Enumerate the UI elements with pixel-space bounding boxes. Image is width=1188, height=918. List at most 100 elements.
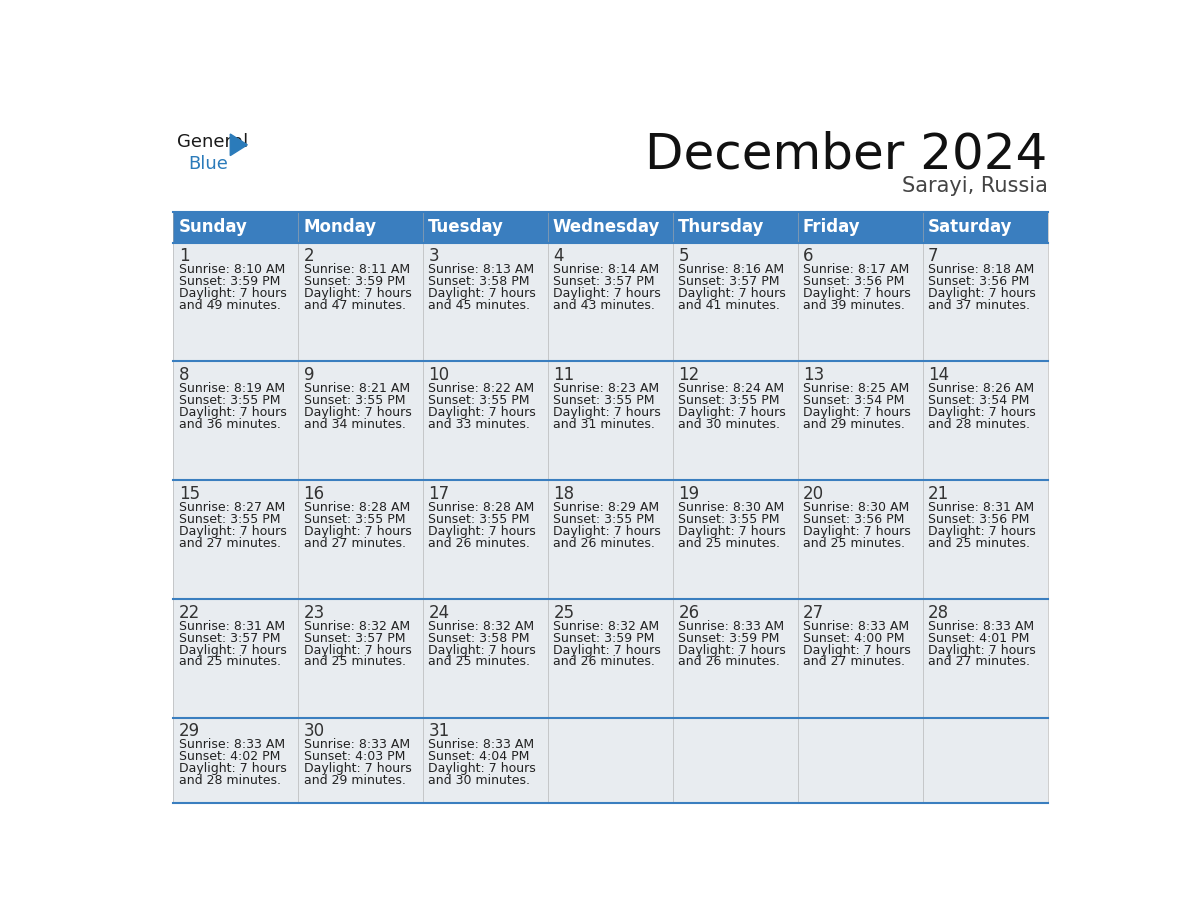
Text: Sunrise: 8:30 AM: Sunrise: 8:30 AM xyxy=(678,501,784,514)
Text: Sunrise: 8:33 AM: Sunrise: 8:33 AM xyxy=(928,620,1035,633)
Text: and 25 minutes.: and 25 minutes. xyxy=(928,537,1030,550)
Text: Daylight: 7 hours: Daylight: 7 hours xyxy=(928,287,1036,300)
Text: and 30 minutes.: and 30 minutes. xyxy=(678,418,781,431)
Text: 22: 22 xyxy=(178,603,200,621)
Bar xyxy=(423,212,548,242)
Text: Friday: Friday xyxy=(803,218,860,236)
Text: Sunset: 3:55 PM: Sunset: 3:55 PM xyxy=(429,513,530,526)
Text: and 25 minutes.: and 25 minutes. xyxy=(803,537,905,550)
Bar xyxy=(173,599,298,718)
Bar xyxy=(298,242,423,362)
Text: Sunset: 3:54 PM: Sunset: 3:54 PM xyxy=(928,394,1030,407)
Text: 27: 27 xyxy=(803,603,824,621)
Text: Sunset: 3:57 PM: Sunset: 3:57 PM xyxy=(304,632,405,644)
Text: Daylight: 7 hours: Daylight: 7 hours xyxy=(928,525,1036,538)
Text: 16: 16 xyxy=(304,485,324,503)
Bar xyxy=(423,718,548,803)
Text: 23: 23 xyxy=(304,603,324,621)
Bar xyxy=(423,480,548,599)
Text: and 25 minutes.: and 25 minutes. xyxy=(304,655,405,668)
Text: Sunrise: 8:33 AM: Sunrise: 8:33 AM xyxy=(803,620,909,633)
Text: and 26 minutes.: and 26 minutes. xyxy=(554,537,656,550)
Text: and 25 minutes.: and 25 minutes. xyxy=(429,655,531,668)
Bar xyxy=(548,718,672,803)
Text: Daylight: 7 hours: Daylight: 7 hours xyxy=(678,644,786,656)
Bar xyxy=(173,480,298,599)
Text: Sunset: 3:55 PM: Sunset: 3:55 PM xyxy=(554,513,655,526)
Bar xyxy=(797,480,923,599)
Bar xyxy=(423,242,548,362)
Text: Sunset: 4:03 PM: Sunset: 4:03 PM xyxy=(304,750,405,764)
Text: Daylight: 7 hours: Daylight: 7 hours xyxy=(803,525,911,538)
Bar xyxy=(797,718,923,803)
Text: Sunrise: 8:33 AM: Sunrise: 8:33 AM xyxy=(304,738,410,752)
Text: Sunset: 4:02 PM: Sunset: 4:02 PM xyxy=(178,750,280,764)
Text: Daylight: 7 hours: Daylight: 7 hours xyxy=(178,287,286,300)
Bar xyxy=(923,718,1048,803)
Text: Daylight: 7 hours: Daylight: 7 hours xyxy=(429,287,536,300)
Text: Sunset: 3:55 PM: Sunset: 3:55 PM xyxy=(304,394,405,407)
Bar xyxy=(923,362,1048,480)
Text: Sunset: 3:56 PM: Sunset: 3:56 PM xyxy=(928,513,1030,526)
Text: and 45 minutes.: and 45 minutes. xyxy=(429,299,531,312)
Text: 24: 24 xyxy=(429,603,449,621)
Text: and 27 minutes.: and 27 minutes. xyxy=(304,537,405,550)
Bar xyxy=(548,242,672,362)
Bar xyxy=(173,212,298,242)
Text: Daylight: 7 hours: Daylight: 7 hours xyxy=(554,406,662,419)
Bar xyxy=(672,718,797,803)
Text: Daylight: 7 hours: Daylight: 7 hours xyxy=(429,644,536,656)
Text: Sunrise: 8:32 AM: Sunrise: 8:32 AM xyxy=(429,620,535,633)
Text: and 28 minutes.: and 28 minutes. xyxy=(928,418,1030,431)
Text: Blue: Blue xyxy=(188,155,228,174)
Text: Daylight: 7 hours: Daylight: 7 hours xyxy=(178,525,286,538)
Text: Sunrise: 8:29 AM: Sunrise: 8:29 AM xyxy=(554,501,659,514)
Text: Sunrise: 8:25 AM: Sunrise: 8:25 AM xyxy=(803,382,909,395)
Text: and 39 minutes.: and 39 minutes. xyxy=(803,299,905,312)
Text: Sunset: 3:56 PM: Sunset: 3:56 PM xyxy=(803,275,904,288)
Bar xyxy=(173,362,298,480)
Text: 10: 10 xyxy=(429,366,449,384)
Bar xyxy=(173,242,298,362)
Polygon shape xyxy=(230,134,247,155)
Text: Sunset: 3:55 PM: Sunset: 3:55 PM xyxy=(678,394,779,407)
Bar xyxy=(923,212,1048,242)
Text: Sunrise: 8:18 AM: Sunrise: 8:18 AM xyxy=(928,263,1035,276)
Text: Sunrise: 8:17 AM: Sunrise: 8:17 AM xyxy=(803,263,909,276)
Text: and 43 minutes.: and 43 minutes. xyxy=(554,299,656,312)
Bar xyxy=(797,599,923,718)
Text: 2: 2 xyxy=(304,247,315,265)
Text: Sunset: 3:55 PM: Sunset: 3:55 PM xyxy=(178,513,280,526)
Text: 3: 3 xyxy=(429,247,440,265)
Text: 12: 12 xyxy=(678,366,700,384)
Text: Monday: Monday xyxy=(303,218,377,236)
Text: 7: 7 xyxy=(928,247,939,265)
Text: Sunday: Sunday xyxy=(178,218,247,236)
Text: Sunrise: 8:10 AM: Sunrise: 8:10 AM xyxy=(178,263,285,276)
Bar xyxy=(923,480,1048,599)
Bar xyxy=(173,718,298,803)
Text: Sunrise: 8:19 AM: Sunrise: 8:19 AM xyxy=(178,382,285,395)
Text: Daylight: 7 hours: Daylight: 7 hours xyxy=(554,644,662,656)
Text: 31: 31 xyxy=(429,722,450,740)
Text: 18: 18 xyxy=(554,485,575,503)
Text: December 2024: December 2024 xyxy=(645,130,1048,178)
Text: 8: 8 xyxy=(178,366,189,384)
Text: and 31 minutes.: and 31 minutes. xyxy=(554,418,656,431)
Text: Tuesday: Tuesday xyxy=(428,218,504,236)
Text: 28: 28 xyxy=(928,603,949,621)
Bar xyxy=(298,362,423,480)
Text: 6: 6 xyxy=(803,247,814,265)
Text: and 37 minutes.: and 37 minutes. xyxy=(928,299,1030,312)
Bar xyxy=(797,362,923,480)
Text: Daylight: 7 hours: Daylight: 7 hours xyxy=(304,287,411,300)
Text: Daylight: 7 hours: Daylight: 7 hours xyxy=(178,762,286,776)
Text: and 27 minutes.: and 27 minutes. xyxy=(178,537,280,550)
Bar xyxy=(548,599,672,718)
Text: and 26 minutes.: and 26 minutes. xyxy=(678,655,781,668)
Text: Sunrise: 8:11 AM: Sunrise: 8:11 AM xyxy=(304,263,410,276)
Text: Sunset: 3:59 PM: Sunset: 3:59 PM xyxy=(678,632,779,644)
Text: Sunset: 3:56 PM: Sunset: 3:56 PM xyxy=(928,275,1030,288)
Bar xyxy=(298,212,423,242)
Text: Sunrise: 8:24 AM: Sunrise: 8:24 AM xyxy=(678,382,784,395)
